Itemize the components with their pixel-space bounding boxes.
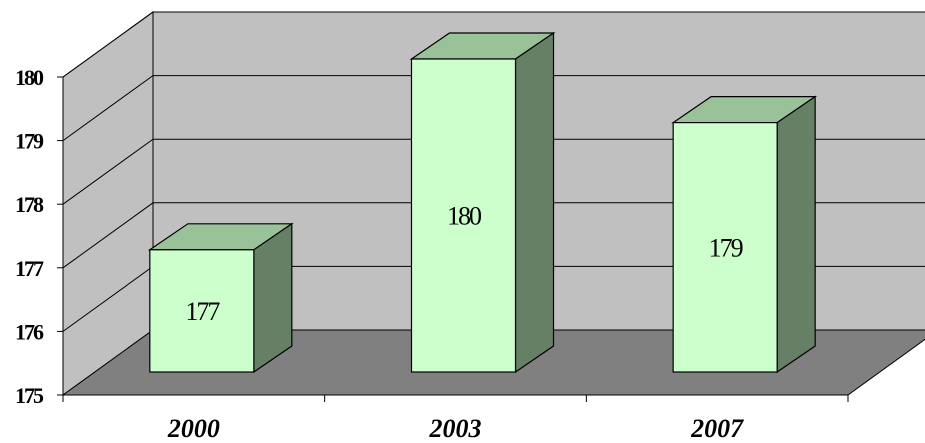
data-label-2003: 180	[447, 202, 482, 231]
gridline-180	[62, 11, 925, 78]
x-tick-label-2000: 2000	[167, 414, 220, 443]
y-tick-label-180: 180	[15, 65, 44, 90]
data-label-2000: 177	[185, 297, 220, 326]
bar-front-2000	[149, 249, 255, 373]
tick-labels: 2000 2003 2007 175 176 177 178 179 180	[15, 65, 744, 443]
x-tick-label-2003: 2003	[429, 414, 482, 443]
bar-2003: 180	[409, 31, 556, 374]
y-tick-label-177: 177	[15, 256, 44, 281]
bar-side-2000	[253, 222, 293, 374]
y-tick-label-179: 179	[15, 129, 44, 154]
axes	[57, 76, 849, 402]
y-tick-label-176: 176	[15, 319, 44, 344]
data-label-2007: 179	[709, 233, 743, 262]
y-tick-label-178: 178	[15, 192, 44, 217]
chart-left-wall	[62, 11, 154, 396]
bar-side-2007	[776, 95, 816, 374]
bar-2007: 179	[671, 95, 818, 374]
bar-front-2007	[672, 121, 778, 373]
y-tick-label-175: 175	[15, 383, 44, 408]
bar-side-2003	[514, 31, 555, 374]
x-tick-label-2007: 2007	[690, 414, 744, 443]
gridline-179	[62, 75, 925, 142]
bars: 177 180 179	[147, 31, 818, 374]
bar-2000: 177	[147, 222, 294, 374]
bar-front-2003	[410, 58, 517, 373]
